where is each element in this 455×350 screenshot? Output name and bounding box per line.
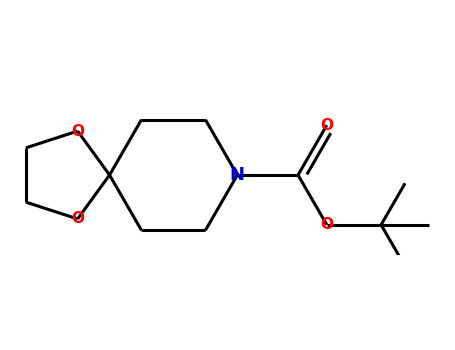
Text: O: O: [320, 217, 334, 232]
Text: O: O: [71, 211, 84, 226]
Text: O: O: [71, 124, 84, 139]
Text: O: O: [320, 118, 334, 133]
Text: N: N: [230, 166, 245, 184]
